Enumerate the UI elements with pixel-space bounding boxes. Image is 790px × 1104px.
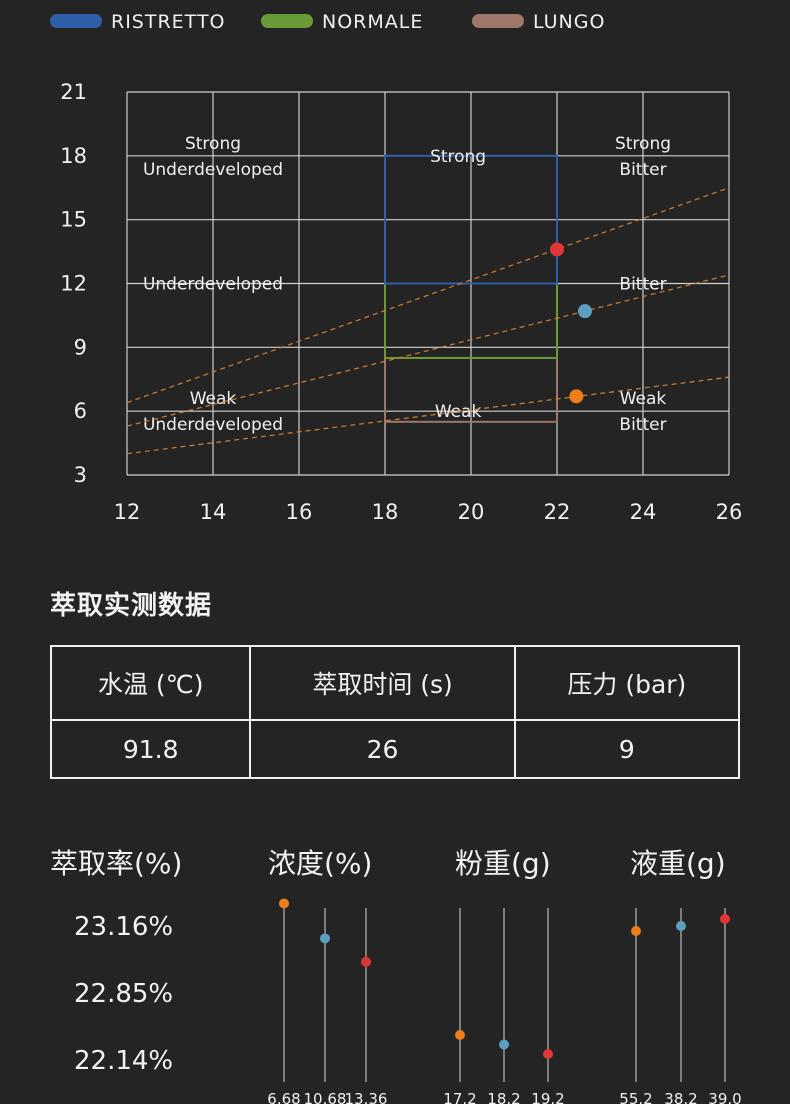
x-tick-label: 20: [458, 500, 485, 524]
y-tick-label: 21: [60, 80, 87, 104]
table-cell-extraction-time: 26: [249, 719, 516, 779]
region-label: Strong: [615, 134, 671, 154]
y-tick-label: 15: [60, 208, 87, 232]
powder-dot: [455, 1030, 465, 1040]
x-tick-label: 18: [372, 500, 399, 524]
table-cell-water-temp: 91.8: [49, 719, 252, 779]
trend-line: [126, 274, 730, 427]
powder-value-label: 18.2: [487, 1090, 520, 1104]
x-tick-label: 26: [716, 500, 743, 524]
table-header-row: 水温 (℃) 萃取时间 (s) 压力 (bar): [49, 645, 741, 721]
region-label: Weak: [620, 389, 667, 409]
table-header-pressure: 压力 (bar): [513, 645, 741, 721]
x-tick-label: 22: [544, 500, 571, 524]
table-header-water-temp: 水温 (℃): [49, 645, 252, 721]
table-cell-pressure: 9: [513, 719, 741, 779]
y-tick-label: 12: [60, 272, 87, 296]
extraction-rate-value: 22.85%: [74, 979, 174, 1009]
concentration-label: 浓度(%): [268, 847, 373, 880]
concentration-value-label: 13.36: [345, 1090, 388, 1104]
legend-swatch: [50, 14, 102, 28]
liquid-value-label: 38.2: [664, 1090, 697, 1104]
concentration-dot: [361, 956, 371, 967]
liquid-dot: [631, 926, 641, 936]
liquid-value-label: 55.2: [619, 1090, 652, 1104]
trend-line: [126, 376, 730, 455]
x-tick-label: 16: [286, 500, 313, 524]
liquid-value-label: 39.0: [708, 1090, 741, 1104]
region-label: Weak: [190, 389, 237, 409]
powder-value-label: 17.2: [443, 1090, 476, 1104]
y-tick-label: 6: [74, 399, 87, 423]
legend-label: NORMALE: [322, 11, 423, 33]
table-header-extraction-time: 萃取时间 (s): [249, 645, 516, 721]
x-tick-label: 24: [630, 500, 657, 524]
liquid-dot: [720, 914, 730, 924]
region-label: Bitter: [619, 415, 666, 435]
powder-dot: [499, 1039, 509, 1050]
concentration-value-label: 10.68: [304, 1090, 347, 1104]
liquid-weight-label: 液重(g): [630, 847, 726, 880]
legend-swatch: [261, 14, 313, 28]
data-point: [550, 242, 564, 257]
concentration-dot: [279, 898, 289, 909]
extraction-rate-value: 22.14%: [74, 1046, 174, 1076]
region-label: Strong: [185, 134, 241, 154]
region-label: Bitter: [619, 160, 666, 180]
concentration-value-label: 6.68: [267, 1090, 300, 1104]
region-label: Underdeveloped: [143, 415, 283, 435]
concentration-dot: [320, 933, 330, 944]
y-tick-label: 3: [74, 463, 87, 487]
table-row: 91.8 26 9: [49, 719, 741, 779]
powder-weight-label: 粉重(g): [455, 847, 551, 880]
region-label: Bitter: [619, 275, 666, 295]
trend-line: [126, 187, 730, 404]
region-box-ristretto: [384, 154, 558, 285]
extraction-chart: RISTRETTO NORMALE LUNGO 12 14 16 18 20 22 24 26 3 6 9…: [50, 11, 743, 524]
data-point: [577, 304, 592, 319]
y-tick-label: 9: [74, 335, 87, 359]
legend-label: LUNGO: [533, 11, 605, 33]
legend-label: RISTRETTO: [111, 11, 226, 33]
extraction-rate-value: 23.16%: [74, 912, 174, 942]
extraction-rate-label: 萃取率(%): [50, 847, 183, 880]
y-tick-label: 18: [60, 144, 87, 168]
region-label: Strong: [430, 147, 486, 167]
x-tick-label: 12: [114, 500, 141, 524]
section-title: 萃取实测数据: [50, 591, 213, 621]
data-point: [569, 389, 584, 404]
legend-swatch: [472, 14, 524, 28]
region-label: Underdeveloped: [143, 275, 283, 295]
measured-data-table: 水温 (℃) 萃取时间 (s) 压力 (bar) 91.8 26 9: [49, 645, 741, 779]
powder-dot: [543, 1049, 553, 1059]
region-label: Underdeveloped: [143, 160, 283, 180]
powder-value-label: 19.2: [531, 1090, 564, 1104]
liquid-dot: [676, 921, 686, 931]
x-tick-label: 14: [200, 500, 227, 524]
